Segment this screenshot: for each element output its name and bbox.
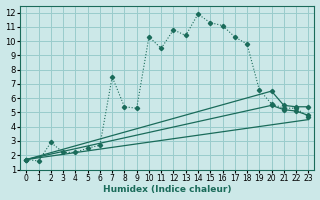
X-axis label: Humidex (Indice chaleur): Humidex (Indice chaleur)	[103, 185, 232, 194]
